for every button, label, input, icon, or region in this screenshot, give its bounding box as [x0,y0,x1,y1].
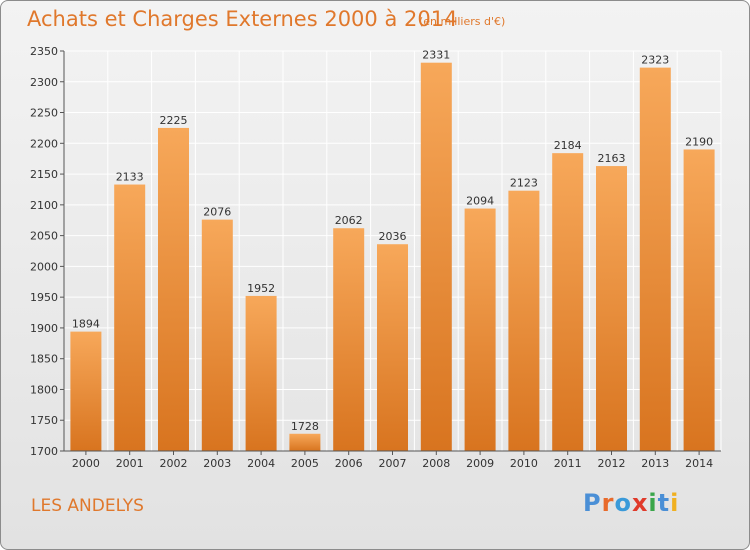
data-label-2010: 2123 [510,177,538,190]
x-tick-label-2009: 2009 [466,457,494,470]
bar-2011 [552,153,584,451]
x-tick-label-2005: 2005 [291,457,319,470]
y-tick-label: 1950 [30,291,58,304]
data-label-2005: 1728 [291,420,319,433]
data-label-2004: 1952 [247,282,275,295]
data-label-2008: 2331 [422,49,450,62]
chart-title: Achats et Charges Externes 2000 à 2014 [27,7,458,31]
y-tick-label: 1700 [30,445,58,458]
y-tick-label: 2200 [30,137,58,150]
bar-2012 [596,166,627,452]
y-tick-label: 2000 [30,260,58,273]
data-label-2002: 2225 [160,114,188,127]
y-tick-label: 2150 [30,168,58,181]
data-label-2007: 2036 [379,230,407,243]
bar-2004 [245,295,277,451]
x-tick-label-2002: 2002 [160,457,188,470]
y-tick-label: 1850 [30,353,58,366]
logo-letter: i [648,489,658,517]
y-tick-label: 2350 [30,45,58,58]
axes: 1700 1750 1800 1850 1900 1950 2000 2050 2100 2150… [30,45,721,470]
data-label-2013: 2323 [641,54,669,67]
x-tick-label-2007: 2007 [379,457,407,470]
x-tick-label-2000: 2000 [72,457,100,470]
bar-2002 [158,127,189,451]
data-label-2014: 2190 [685,135,713,148]
location-label: LES ANDELYS [31,496,144,516]
bar-2005 [289,433,321,451]
bar-2000 [70,331,102,451]
data-label-2003: 2076 [203,206,231,219]
x-tick-label-2012: 2012 [598,457,626,470]
bar-2007 [377,244,408,451]
logo-letter: P [583,489,602,517]
bars: 1894 2133 2225 2076 1952 1728 2062 2036 2331 2094… [70,49,715,452]
bar-2013 [639,67,671,451]
bar-2003 [201,219,233,451]
x-tick-label-2006: 2006 [335,457,363,470]
data-label-2012: 2163 [598,152,626,165]
bar-2006 [333,228,365,451]
x-tick-label-2013: 2013 [641,457,669,470]
x-tick-label-2008: 2008 [422,457,450,470]
x-tick-label-2001: 2001 [116,457,144,470]
bar-2009 [464,208,496,451]
x-tick-label-2003: 2003 [203,457,231,470]
y-tick-label: 2100 [30,199,58,212]
logo-letter: t [657,489,671,517]
y-tick-label: 2050 [30,230,58,243]
x-tick-label-2004: 2004 [247,457,275,470]
bar-2014 [683,149,715,451]
data-label-2001: 2133 [116,171,144,184]
logo-letter: x [631,489,649,517]
y-tick-label: 1750 [30,414,58,427]
logo-letter: i [670,489,680,517]
data-label-2009: 2094 [466,195,494,208]
chart-subtitle: (en milliers d'€) [419,15,506,28]
y-tick-label: 2300 [30,76,58,89]
x-tick-label-2010: 2010 [510,457,538,470]
bar-2001 [114,184,146,452]
proxiti-logo: Proxiti [583,489,679,517]
logo-letter: r [601,489,615,517]
data-label-2000: 1894 [72,318,100,331]
logo-letter: o [614,489,632,517]
y-tick-label: 1900 [30,322,58,335]
y-tick-label: 1800 [30,383,58,396]
x-tick-label-2014: 2014 [685,457,713,470]
bar-2008 [420,62,452,451]
data-label-2011: 2184 [554,139,582,152]
data-label-2006: 2062 [335,214,363,227]
bar-2010 [508,190,540,451]
y-tick-label: 2250 [30,107,58,120]
x-tick-label-2011: 2011 [554,457,582,470]
